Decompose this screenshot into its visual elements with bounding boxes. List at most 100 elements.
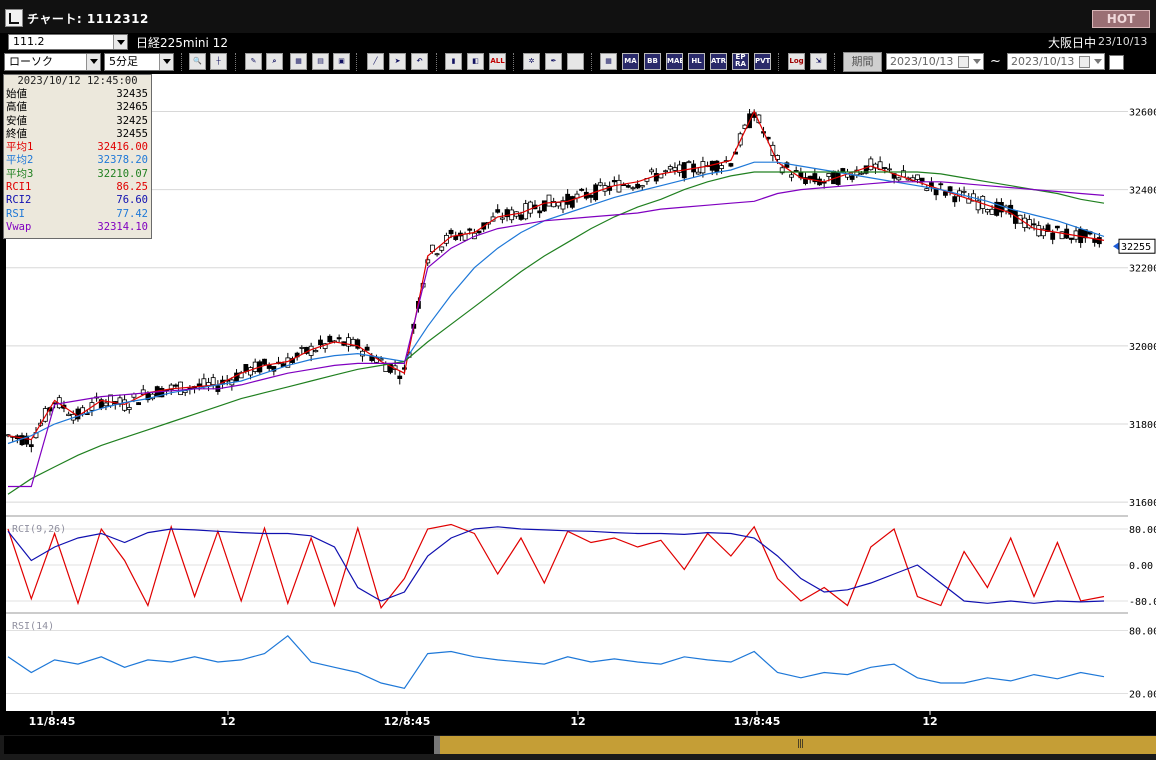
ma-label: MA xyxy=(624,57,637,65)
candle-body xyxy=(630,187,636,190)
calendar-icon[interactable] xyxy=(1079,56,1090,68)
candle-body xyxy=(439,246,445,251)
candle-body xyxy=(653,173,659,182)
search-chart-icon[interactable]: ⌕ xyxy=(266,53,283,70)
hl-label: HL xyxy=(691,57,702,65)
calendar-icon[interactable] xyxy=(958,56,969,68)
compare-icon[interactable]: ▦ xyxy=(290,53,307,70)
trendline-icon[interactable]: ╱ xyxy=(367,53,384,70)
rci-lines xyxy=(7,523,1105,610)
candle-body xyxy=(537,210,543,214)
candle-body xyxy=(346,337,351,347)
settings-icon[interactable]: ✲ xyxy=(523,53,540,70)
candle-body xyxy=(541,200,547,212)
current-price-tag: 32255 xyxy=(1113,238,1156,254)
candle-body xyxy=(868,158,874,171)
candle-body xyxy=(980,195,986,209)
candle-body xyxy=(159,388,165,398)
header-date: 23/10/13 xyxy=(1098,35,1148,48)
color-palette-icon[interactable] xyxy=(567,53,584,70)
candle-body xyxy=(625,185,631,188)
chevron-down-icon[interactable] xyxy=(113,35,127,49)
candle-body xyxy=(728,163,734,167)
candle-body xyxy=(248,367,253,376)
hot-button[interactable]: HOT xyxy=(1092,10,1150,28)
hl-button[interactable]: HL xyxy=(688,53,705,70)
cursor-icon[interactable]: ➤ xyxy=(389,53,406,70)
chevron-down-icon[interactable] xyxy=(1094,59,1102,64)
period-checkbox[interactable] xyxy=(1109,55,1124,70)
mae-label: MAE xyxy=(667,57,683,65)
candle-body xyxy=(28,444,34,448)
candle-width-icon[interactable]: ◧ xyxy=(467,53,484,70)
series-line xyxy=(7,634,1105,689)
candle-body xyxy=(425,259,431,264)
x-tick-label: 11/8:45 xyxy=(29,715,76,728)
pvt-button[interactable]: PVT xyxy=(754,53,771,70)
candle-body xyxy=(252,361,258,372)
info-label: 高値 xyxy=(6,101,27,114)
candle-body xyxy=(588,194,594,198)
date-to-field[interactable]: 2023/10/13 xyxy=(1007,53,1105,70)
code-select[interactable]: 111.2 xyxy=(8,34,128,50)
info-rows: 始値 32435 高値 32465 安値 32425 終値 32455 平均1 32416.00 平… xyxy=(4,88,151,234)
tools-icon[interactable]: ✒ xyxy=(545,53,562,70)
candle-icon[interactable]: ▮ xyxy=(445,53,462,70)
log-button[interactable]: Log xyxy=(788,53,805,70)
bb-button[interactable]: BB xyxy=(644,53,661,70)
candle-body xyxy=(462,233,468,241)
candle-body xyxy=(336,337,342,340)
export-icon[interactable]: ⇲ xyxy=(810,53,827,70)
crosshair-icon[interactable]: ┼ xyxy=(210,53,227,70)
all-button-label: ALL xyxy=(490,57,505,65)
table-icon[interactable]: ▤ xyxy=(312,53,329,70)
info-value: 32425 xyxy=(116,114,148,127)
candle-body xyxy=(807,175,813,180)
horizontal-scrollbar[interactable]: ||| xyxy=(0,735,1156,760)
draw-tool-icon[interactable]: ✎ xyxy=(245,53,262,70)
grid-icon[interactable]: ▦ xyxy=(600,53,617,70)
window-titlebar[interactable]: チャート: 1112312 HOT xyxy=(0,0,1156,33)
all-button[interactable]: ALL xyxy=(489,53,506,70)
candle-body xyxy=(989,208,995,215)
info-row: 安値 32425 xyxy=(4,115,151,128)
chevron-down-icon[interactable] xyxy=(86,54,100,70)
lock-icon[interactable]: ▣ xyxy=(333,53,350,70)
zoom-icon[interactable]: 🔍 xyxy=(189,53,206,70)
candle-body xyxy=(924,188,930,191)
timeframe-select[interactable]: 5分足 xyxy=(104,53,174,71)
candle-body xyxy=(985,209,990,213)
candle-body xyxy=(961,190,967,193)
chevron-down-icon[interactable] xyxy=(159,54,173,70)
grip-icon: ||| xyxy=(797,739,804,749)
series-line xyxy=(7,523,1105,610)
epra-button[interactable]: EP RA xyxy=(732,53,749,70)
candle-body xyxy=(635,183,641,189)
date-to-value: 2023/10/13 xyxy=(1011,55,1075,68)
instrument-bar: 111.2 日経225mini 12 大阪日中 23/10/13 xyxy=(0,33,1156,50)
candle-body xyxy=(448,229,454,235)
chevron-down-icon[interactable] xyxy=(973,59,981,64)
candle-body xyxy=(770,144,776,156)
chart-type-select[interactable]: ローソク xyxy=(4,53,101,71)
undo-icon[interactable]: ↶ xyxy=(411,53,428,70)
ma-button[interactable]: MA xyxy=(622,53,639,70)
date-range-tilde: ~ xyxy=(990,54,1001,69)
mae-button[interactable]: MAE xyxy=(666,53,683,70)
candle-body xyxy=(667,166,673,170)
candle-body xyxy=(938,183,944,186)
date-from-field[interactable]: 2023/10/13 xyxy=(886,53,984,70)
series-line xyxy=(7,171,1105,495)
candle-body xyxy=(555,202,561,207)
info-label: 終値 xyxy=(6,127,27,140)
atr-button[interactable]: ATR xyxy=(710,53,727,70)
info-row: RCI1 86.25 xyxy=(4,181,151,194)
log-label: Log xyxy=(789,57,804,65)
scroll-left-edge[interactable] xyxy=(434,736,440,754)
session-label: 大阪日中 xyxy=(1048,36,1097,50)
candle-body xyxy=(173,384,179,387)
scroll-thumb[interactable] xyxy=(440,736,1156,754)
period-button[interactable]: 期間 xyxy=(843,52,882,72)
chart-canvas[interactable]: 32600 32400 32200 32000 31800 31600 80.00 0.00 -… xyxy=(0,74,1156,735)
candle-body xyxy=(835,172,841,185)
